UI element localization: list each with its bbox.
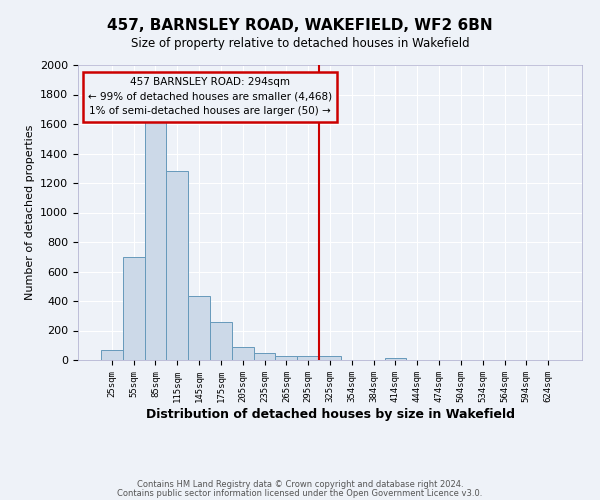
- Bar: [210, 322, 232, 360]
- Bar: [101, 350, 123, 360]
- Bar: [385, 358, 406, 360]
- Bar: [254, 352, 275, 360]
- Bar: [188, 296, 210, 360]
- Bar: [319, 356, 341, 360]
- Bar: [145, 120, 166, 360]
- Y-axis label: Number of detached properties: Number of detached properties: [25, 125, 35, 300]
- Text: 457 BARNSLEY ROAD: 294sqm
← 99% of detached houses are smaller (4,468)
1% of sem: 457 BARNSLEY ROAD: 294sqm ← 99% of detac…: [88, 77, 332, 116]
- Bar: [297, 356, 319, 360]
- Text: 457, BARNSLEY ROAD, WAKEFIELD, WF2 6BN: 457, BARNSLEY ROAD, WAKEFIELD, WF2 6BN: [107, 18, 493, 32]
- Text: Size of property relative to detached houses in Wakefield: Size of property relative to detached ho…: [131, 38, 469, 51]
- Text: Contains HM Land Registry data © Crown copyright and database right 2024.: Contains HM Land Registry data © Crown c…: [137, 480, 463, 489]
- Text: Contains public sector information licensed under the Open Government Licence v3: Contains public sector information licen…: [118, 489, 482, 498]
- Bar: [123, 257, 145, 360]
- Bar: [275, 356, 297, 360]
- X-axis label: Distribution of detached houses by size in Wakefield: Distribution of detached houses by size …: [146, 408, 515, 420]
- Bar: [232, 346, 254, 360]
- Bar: [166, 171, 188, 360]
